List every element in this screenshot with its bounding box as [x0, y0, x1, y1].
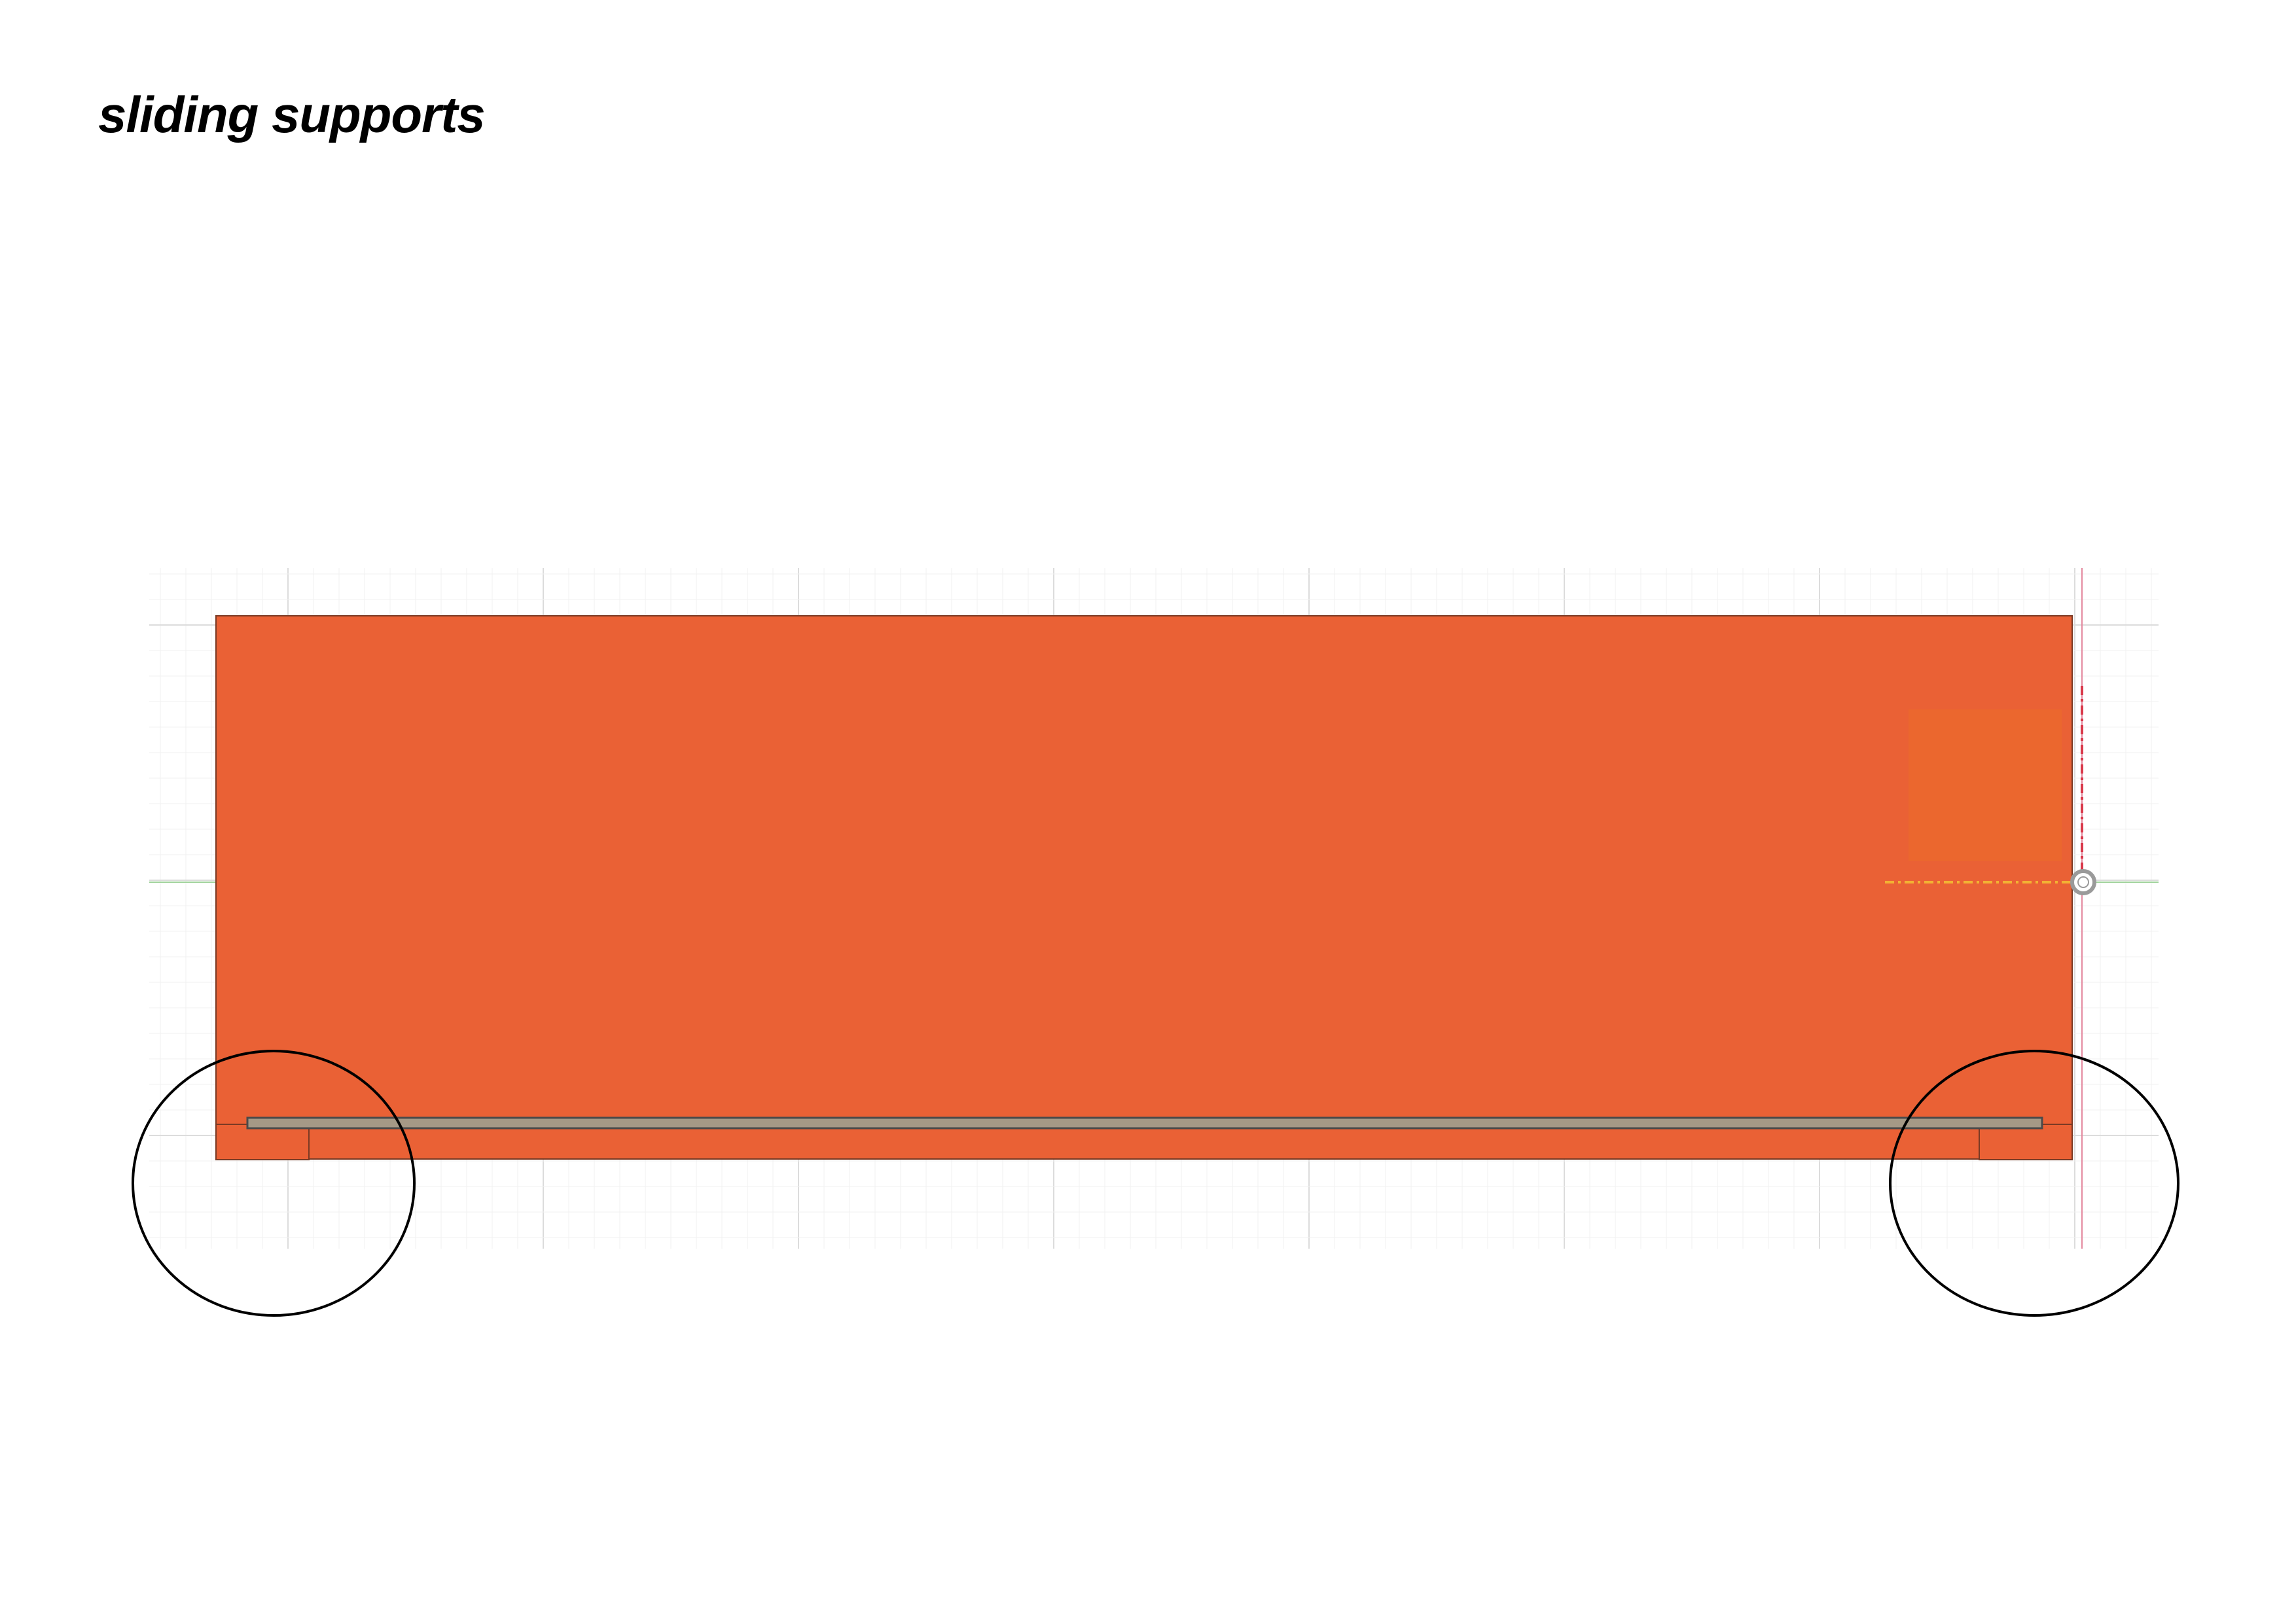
right-support-callout: [1889, 1050, 2179, 1317]
left-support-foot: [215, 1124, 310, 1160]
origin-point: [2077, 876, 2089, 888]
panel-body: [215, 615, 2073, 1160]
selected-face-highlight: [1909, 709, 2062, 861]
page-title: sliding supports: [98, 86, 486, 143]
right-support-foot: [1979, 1124, 2073, 1160]
left-support-callout: [132, 1050, 416, 1317]
sliding-rod: [246, 1116, 2043, 1130]
